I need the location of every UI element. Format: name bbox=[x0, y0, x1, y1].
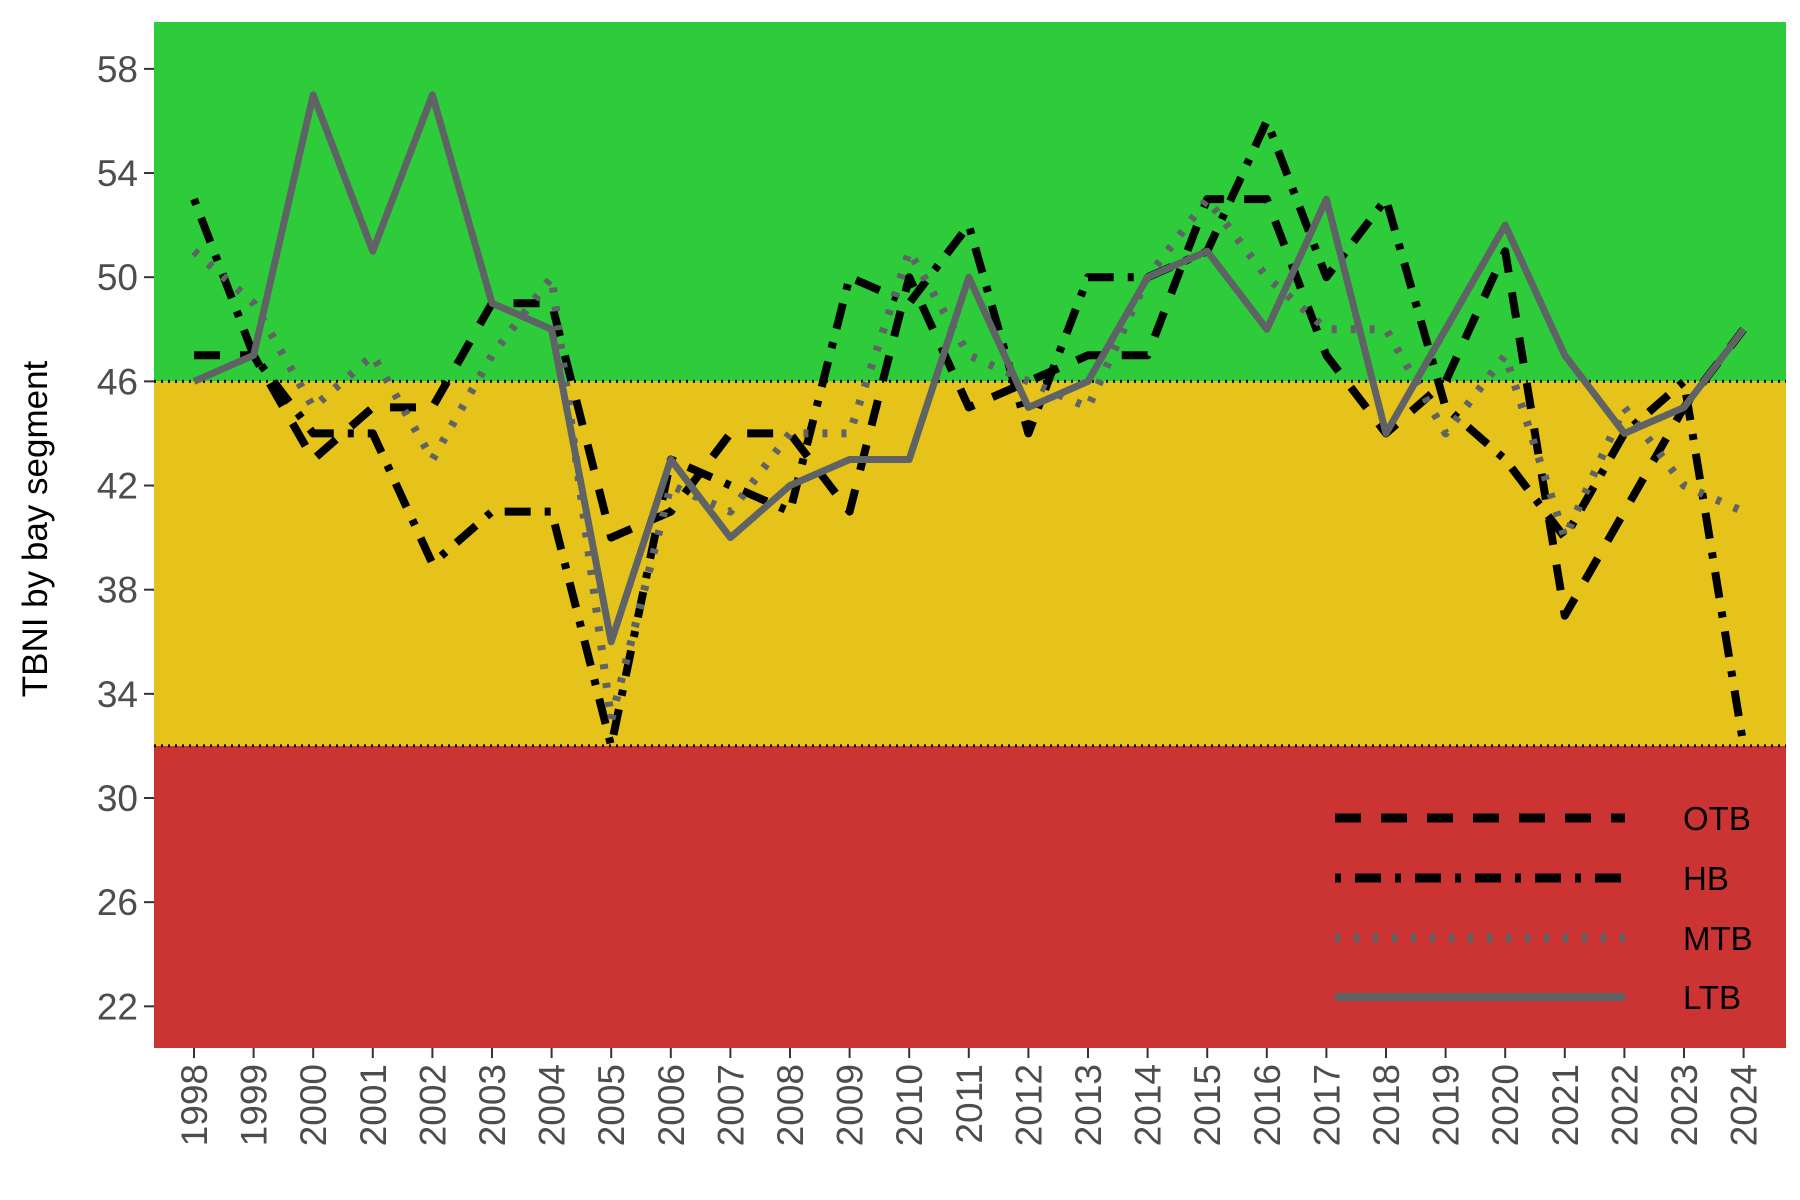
x-tick-label: 2001 bbox=[353, 1064, 394, 1146]
x-tick-label: 1999 bbox=[234, 1064, 275, 1146]
threshold-lines bbox=[154, 379, 1786, 748]
x-tick-label: 2017 bbox=[1306, 1064, 1347, 1146]
band-0 bbox=[154, 745, 1786, 1048]
y-tick-label: 54 bbox=[97, 153, 138, 194]
x-tick-label: 2013 bbox=[1068, 1064, 1109, 1146]
legend-label-ltb: LTB bbox=[1683, 979, 1741, 1016]
x-tick-label: 2014 bbox=[1128, 1064, 1169, 1146]
x-tick-label: 2016 bbox=[1247, 1064, 1288, 1146]
x-tick-label: 2019 bbox=[1426, 1064, 1467, 1146]
y-tick-label: 50 bbox=[97, 257, 138, 298]
x-tick-label: 2021 bbox=[1545, 1064, 1586, 1146]
legend-label-otb: OTB bbox=[1683, 800, 1751, 837]
x-axis: 1998 1999 2000 2001 2002 2003 2004 2005 2006 2007… bbox=[174, 1048, 1765, 1146]
y-axis: 22 26 30 34 38 42 46 50 54 58 bbox=[97, 49, 154, 1027]
y-tick-label: 38 bbox=[97, 570, 138, 611]
series-lines bbox=[190, 91, 1748, 750]
y-tick-label: 42 bbox=[97, 466, 138, 507]
x-tick-label: 2008 bbox=[770, 1064, 811, 1146]
x-tick-label: 2009 bbox=[830, 1064, 871, 1146]
series-line-hb bbox=[190, 117, 1748, 750]
x-tick-label: 2002 bbox=[412, 1064, 453, 1146]
x-tick-label: 2003 bbox=[472, 1064, 513, 1146]
x-tick-label: 2005 bbox=[591, 1064, 632, 1146]
x-tick-label: 2023 bbox=[1664, 1064, 1705, 1146]
legend-label-hb: HB bbox=[1683, 860, 1729, 897]
x-tick-label: 2007 bbox=[710, 1064, 751, 1146]
x-tick-label: 2011 bbox=[949, 1064, 990, 1144]
x-tick-label: 2018 bbox=[1366, 1064, 1407, 1146]
band-2 bbox=[154, 22, 1786, 382]
y-tick-label: 34 bbox=[97, 674, 138, 715]
x-tick-label: 2010 bbox=[889, 1064, 930, 1146]
y-tick-label: 30 bbox=[97, 778, 138, 819]
series-line-mtb bbox=[191, 195, 1746, 724]
y-tick-label: 58 bbox=[97, 49, 138, 90]
legend-label-mtb: MTB bbox=[1683, 920, 1753, 957]
y-tick-label: 26 bbox=[97, 882, 138, 923]
legend: OTB HB MTB LTB bbox=[1335, 800, 1753, 1016]
x-tick-label: 2024 bbox=[1724, 1064, 1765, 1146]
x-tick-label: 2012 bbox=[1008, 1064, 1049, 1146]
x-tick-label: 2004 bbox=[532, 1064, 573, 1146]
x-tick-label: 1998 bbox=[174, 1064, 215, 1146]
series-line-ltb bbox=[192, 91, 1747, 646]
x-tick-label: 2020 bbox=[1485, 1064, 1526, 1146]
y-tick-label: 22 bbox=[97, 986, 138, 1027]
x-tick-label: 2000 bbox=[293, 1064, 334, 1146]
y-tick-label: 46 bbox=[97, 361, 138, 402]
x-tick-label: 2006 bbox=[651, 1064, 692, 1146]
band-1 bbox=[154, 381, 1786, 746]
y-axis-title: TBNI by bay segment bbox=[16, 360, 55, 697]
x-tick-label: 2015 bbox=[1187, 1064, 1228, 1146]
x-tick-label: 2022 bbox=[1604, 1064, 1645, 1146]
series-line-otb bbox=[194, 195, 1747, 620]
